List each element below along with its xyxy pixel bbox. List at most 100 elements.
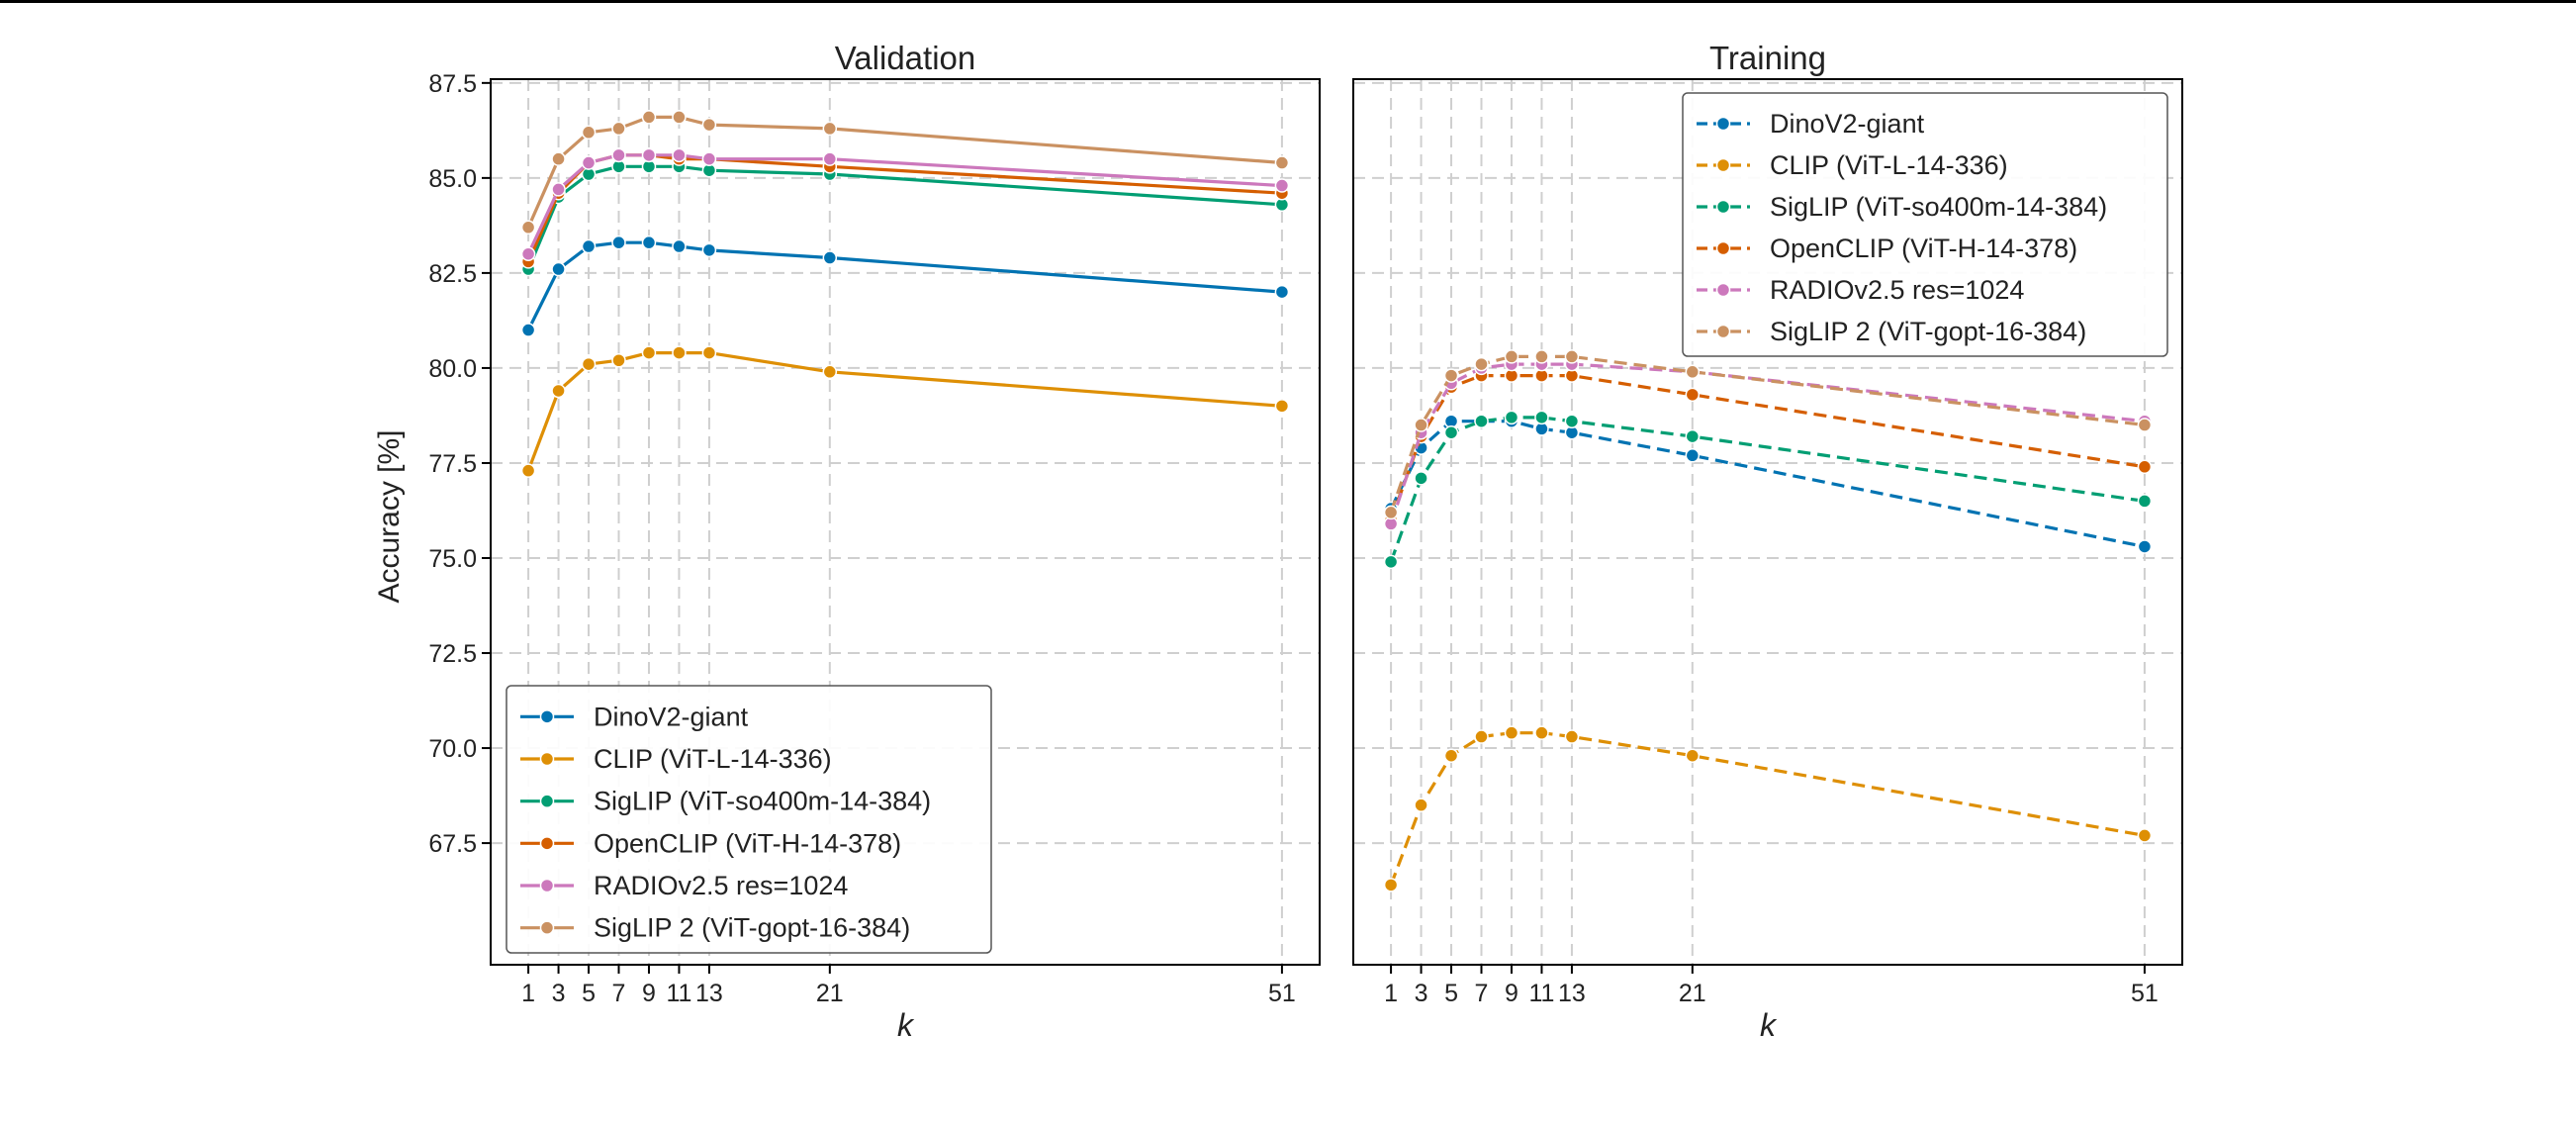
y-tick-label: 72.5 xyxy=(428,640,477,668)
training-data-point-siglip-2-vit-gopt-16-384 xyxy=(1443,368,1459,383)
training-data-point-siglip-vit-so400m-14-384 xyxy=(1564,414,1580,428)
validation-legend-marker-siglip-vit-so400m-14-384 xyxy=(539,794,555,808)
training-data-point-clip-vit-l-14-336 xyxy=(1504,725,1519,740)
validation-data-point-clip-vit-l-14-336 xyxy=(672,345,687,360)
validation-legend-marker-dinov2-giant xyxy=(539,709,555,724)
validation-data-point-siglip-2-vit-gopt-16-384 xyxy=(1274,155,1290,170)
training-data-point-clip-vit-l-14-336 xyxy=(1685,748,1701,763)
training-series-line-siglip-vit-so400m-14-384 xyxy=(1389,416,2146,563)
validation-data-point-dinov2-giant xyxy=(551,261,566,277)
validation-legend-marker-siglip-2-vit-gopt-16-384 xyxy=(539,920,555,935)
validation-data-point-dinov2-giant xyxy=(611,235,626,250)
training-x-tick-label: 13 xyxy=(1558,980,1586,1007)
validation-data-point-siglip-2-vit-gopt-16-384 xyxy=(701,117,717,133)
training-legend-label-clip-vit-l-14-336: CLIP (ViT-L-14-336) xyxy=(1770,150,2008,180)
validation-legend-label-radiov2-5-res-1024: RADIOv2.5 res=1024 xyxy=(594,871,848,900)
validation-data-point-siglip-2-vit-gopt-16-384 xyxy=(611,121,626,137)
training-legend-label-dinov2-giant: DinoV2-giant xyxy=(1770,109,1925,139)
training-data-point-siglip-vit-so400m-14-384 xyxy=(1443,424,1459,440)
validation-series-line-clip-vit-l-14-336 xyxy=(526,351,1283,472)
training-data-point-siglip-vit-so400m-14-384 xyxy=(1534,410,1549,425)
training-data-point-siglip-vit-so400m-14-384 xyxy=(1685,428,1701,444)
validation-x-tick-label: 51 xyxy=(1268,980,1296,1007)
validation-legend-label-dinov2-giant: DinoV2-giant xyxy=(594,702,749,731)
training-data-point-openclip-vit-h-14-378 xyxy=(2137,459,2153,475)
training-data-point-siglip-2-vit-gopt-16-384 xyxy=(1504,349,1519,364)
training-data-point-siglip-2-vit-gopt-16-384 xyxy=(1685,364,1701,380)
training-legend-marker-dinov2-giant xyxy=(1715,116,1731,132)
validation-series-line-siglip-vit-so400m-14-384 xyxy=(526,164,1283,270)
y-tick-label: 82.5 xyxy=(428,260,477,288)
training-data-point-siglip-2-vit-gopt-16-384 xyxy=(1383,505,1399,520)
training-legend-marker-siglip-2-vit-gopt-16-384 xyxy=(1715,324,1731,339)
validation-data-point-dinov2-giant xyxy=(822,250,838,265)
validation-legend-marker-openclip-vit-h-14-378 xyxy=(539,836,555,851)
training-data-point-siglip-2-vit-gopt-16-384 xyxy=(1414,418,1428,432)
training-data-point-dinov2-giant xyxy=(2137,539,2153,554)
training-x-tick-label: 3 xyxy=(1415,980,1428,1007)
training-data-point-siglip-2-vit-gopt-16-384 xyxy=(2137,418,2153,432)
training-legend-label-radiov2-5-res-1024: RADIOv2.5 res=1024 xyxy=(1770,275,2024,305)
y-tick-label: 67.5 xyxy=(428,830,477,858)
training-plot-frame xyxy=(1352,78,2183,966)
validation-legend: DinoV2-giant CLIP (ViT-L-14-336) SigLIP (V… xyxy=(506,685,992,954)
validation-data-point-radiov2-5-res-1024 xyxy=(672,147,687,163)
y-tick-label: 77.5 xyxy=(428,450,477,478)
validation-data-point-siglip-2-vit-gopt-16-384 xyxy=(520,220,536,235)
training-data-point-clip-vit-l-14-336 xyxy=(1534,725,1549,740)
training-data-point-siglip-vit-so400m-14-384 xyxy=(1504,410,1519,425)
training-legend-label-siglip-vit-so400m-14-384: SigLIP (ViT-so400m-14-384) xyxy=(1770,192,2107,222)
validation-x-tick-label: 21 xyxy=(816,980,844,1007)
training-data-point-siglip-2-vit-gopt-16-384 xyxy=(1534,349,1549,364)
training-legend-marker-radiov2-5-res-1024 xyxy=(1715,282,1731,298)
validation-data-point-radiov2-5-res-1024 xyxy=(520,246,536,261)
validation-data-point-radiov2-5-res-1024 xyxy=(701,151,717,166)
validation-data-point-dinov2-giant xyxy=(520,323,536,337)
training-legend-box xyxy=(1682,92,2168,357)
validation-data-point-radiov2-5-res-1024 xyxy=(641,147,657,163)
validation-data-point-radiov2-5-res-1024 xyxy=(611,147,626,163)
training-legend: DinoV2-giant CLIP (ViT-L-14-336) SigLIP (V… xyxy=(1682,92,2168,357)
training-x-axis-label: k xyxy=(1760,1007,1778,1043)
validation-data-point-dinov2-giant xyxy=(581,238,597,254)
training-legend-marker-siglip-vit-so400m-14-384 xyxy=(1715,199,1731,215)
training-data-point-clip-vit-l-14-336 xyxy=(1564,729,1580,744)
training-legend-marker-clip-vit-l-14-336 xyxy=(1715,157,1731,173)
validation-data-point-siglip-2-vit-gopt-16-384 xyxy=(581,125,597,141)
y-tick-label: 75.0 xyxy=(428,545,477,573)
y-tick-label: 80.0 xyxy=(428,355,477,383)
training-data-point-siglip-2-vit-gopt-16-384 xyxy=(1564,349,1580,364)
validation-legend-marker-clip-vit-l-14-336 xyxy=(539,751,555,767)
training-data-point-siglip-vit-so400m-14-384 xyxy=(1383,554,1399,570)
validation-data-point-dinov2-giant xyxy=(701,242,717,258)
training-x-tick-label: 11 xyxy=(1528,980,1554,1007)
validation-series-line-dinov2-giant xyxy=(526,240,1283,331)
training-series-line-dinov2-giant xyxy=(1389,420,2146,549)
validation-data-point-clip-vit-l-14-336 xyxy=(641,345,657,360)
validation-data-point-siglip-2-vit-gopt-16-384 xyxy=(822,121,838,137)
training-x-tick-label: 9 xyxy=(1505,980,1518,1007)
validation-data-point-clip-vit-l-14-336 xyxy=(611,352,626,368)
validation-plot-frame xyxy=(490,78,1321,966)
training-data-point-clip-vit-l-14-336 xyxy=(1474,729,1489,744)
validation-data-point-radiov2-5-res-1024 xyxy=(581,155,597,170)
validation-x-tick-label: 13 xyxy=(695,980,723,1007)
validation-data-point-dinov2-giant xyxy=(641,235,657,250)
training-panel-title: Training xyxy=(1709,40,1826,76)
validation-data-point-siglip-2-vit-gopt-16-384 xyxy=(641,110,657,125)
validation-x-tick-label: 1 xyxy=(521,980,535,1007)
training-data-point-siglip-vit-so400m-14-384 xyxy=(1414,471,1428,486)
validation-x-tick-label: 3 xyxy=(552,980,566,1007)
training-legend-label-siglip-2-vit-gopt-16-384: SigLIP 2 (ViT-gopt-16-384) xyxy=(1770,317,2086,346)
validation-data-point-siglip-2-vit-gopt-16-384 xyxy=(672,110,687,125)
validation-data-point-radiov2-5-res-1024 xyxy=(551,182,566,197)
training-data-point-dinov2-giant xyxy=(1685,448,1701,463)
validation-data-point-dinov2-giant xyxy=(672,238,687,254)
validation-series-line-openclip-vit-h-14-378 xyxy=(526,153,1282,263)
validation-legend-box xyxy=(506,685,992,954)
validation-x-axis-label: k xyxy=(897,1007,915,1043)
training-data-point-openclip-vit-h-14-378 xyxy=(1685,387,1701,403)
training-data-point-clip-vit-l-14-336 xyxy=(1383,878,1399,893)
